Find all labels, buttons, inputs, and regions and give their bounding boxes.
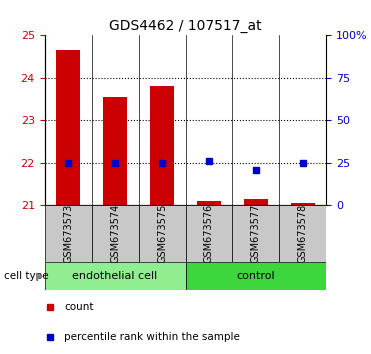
Bar xyxy=(56,50,80,205)
Bar xyxy=(291,203,315,205)
Text: GSM673575: GSM673575 xyxy=(157,204,167,263)
Title: GDS4462 / 107517_at: GDS4462 / 107517_at xyxy=(109,19,262,33)
Text: count: count xyxy=(64,302,94,312)
Bar xyxy=(244,199,268,205)
Text: GSM673574: GSM673574 xyxy=(110,204,120,263)
Text: cell type: cell type xyxy=(4,271,48,281)
Bar xyxy=(103,97,127,205)
Text: percentile rank within the sample: percentile rank within the sample xyxy=(64,332,240,342)
Text: endothelial cell: endothelial cell xyxy=(72,271,158,281)
Text: GSM673578: GSM673578 xyxy=(298,204,308,263)
Text: ▶: ▶ xyxy=(36,271,44,281)
Bar xyxy=(150,86,174,205)
Bar xyxy=(45,205,92,262)
Bar xyxy=(45,262,186,290)
Text: GSM673576: GSM673576 xyxy=(204,204,214,263)
Bar xyxy=(233,205,279,262)
Bar xyxy=(92,205,138,262)
Text: GSM673577: GSM673577 xyxy=(251,204,261,263)
Text: GSM673573: GSM673573 xyxy=(63,204,73,263)
Bar xyxy=(186,262,326,290)
Bar xyxy=(197,201,221,205)
Bar xyxy=(138,205,186,262)
Text: control: control xyxy=(237,271,275,281)
Bar xyxy=(279,205,326,262)
Bar xyxy=(186,205,233,262)
